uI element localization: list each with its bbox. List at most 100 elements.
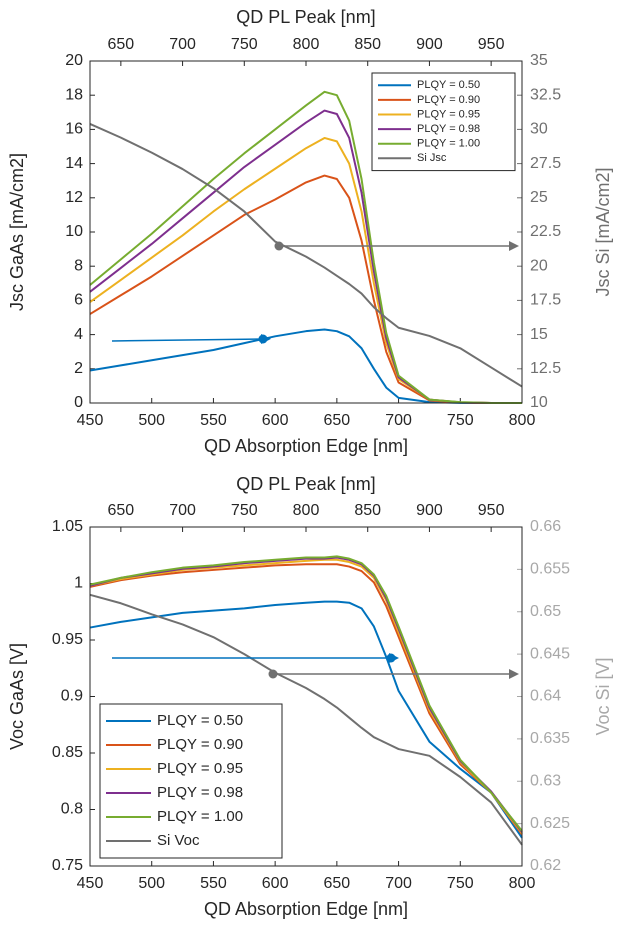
x-tick-label: 600 (262, 412, 289, 429)
x-tick-label: 750 (447, 412, 474, 429)
legend-label: PLQY = 0.90 (417, 94, 480, 106)
legend-label: PLQY = 0.95 (417, 108, 480, 120)
x-axis-title: QD Absorption Edge [nm] (204, 436, 408, 456)
y2-tick-label: 15 (530, 326, 548, 343)
series-line (89, 90, 522, 404)
y-tick-label: 8 (74, 257, 83, 274)
y2-tick-label: 10 (530, 394, 548, 411)
y2-tick-label: 22.5 (530, 223, 561, 240)
axes-frame (89, 60, 523, 404)
y2-tick-label: 30 (530, 121, 548, 138)
x-tick-label: 500 (138, 412, 165, 429)
x2-tick-label: 800 (293, 36, 320, 53)
axes-frame (89, 526, 523, 867)
x2-tick-label: 700 (169, 36, 196, 53)
x-tick-label: 650 (324, 875, 351, 892)
series-line (89, 123, 523, 388)
y2-tick-label: 0.635 (530, 730, 570, 747)
legend-label: PLQY = 0.50 (417, 79, 480, 91)
x-tick-label: 800 (509, 412, 536, 429)
x-tick-label: 550 (200, 875, 227, 892)
legend-box (371, 72, 516, 172)
y-tick-label: 18 (65, 86, 83, 103)
series-line (89, 328, 522, 404)
y-tick-label: 2 (74, 360, 83, 377)
x2-tick-label: 900 (416, 502, 443, 519)
x2-tick-label: 700 (169, 502, 196, 519)
x-tick-label: 700 (385, 412, 412, 429)
y2-tick-label: 17.5 (530, 292, 561, 309)
y-tick-label: 1.05 (52, 518, 83, 535)
x2-tick-label: 850 (354, 502, 381, 519)
series-line (89, 555, 523, 832)
legend-label: PLQY = 0.50 (157, 712, 243, 729)
series-line (89, 600, 523, 839)
legend-label: PLQY = 0.98 (417, 123, 480, 135)
x2-tick-label: 750 (231, 36, 258, 53)
x-tick-label: 450 (77, 875, 104, 892)
legend-label: PLQY = 1.00 (157, 808, 243, 825)
y-tick-label: 14 (65, 155, 83, 172)
arrow (111, 334, 271, 345)
y2-tick-label: 35 (530, 52, 548, 69)
legend-label: PLQY = 0.90 (157, 736, 243, 753)
legend-label: Si Voc (157, 832, 200, 849)
x-tick-label: 700 (385, 875, 412, 892)
legend-label: PLQY = 1.00 (417, 138, 480, 150)
marker (268, 669, 278, 679)
y-tick-label: 0.8 (61, 801, 83, 818)
x2-tick-label: 900 (416, 36, 443, 53)
y-tick-label: 1 (74, 575, 83, 592)
x2-tick-label: 650 (108, 36, 135, 53)
legend: PLQY = 0.50 PLQY = 0.90 PLQY = 0.95 PLQY = … (371, 72, 516, 172)
series-line (89, 593, 523, 846)
y-tick-label: 0.9 (61, 688, 83, 705)
y2-tick-label: 0.64 (530, 688, 561, 705)
y-tick-label: 10 (65, 223, 83, 240)
legend-label: PLQY = 0.98 (157, 784, 243, 801)
x-tick-label: 500 (138, 875, 165, 892)
y-tick-label: 0.95 (52, 631, 83, 648)
y2-tick-label: 0.625 (530, 815, 570, 832)
marker (258, 334, 268, 344)
legend-box (99, 703, 283, 859)
y2-tick-label: 0.66 (530, 518, 561, 535)
series-line (89, 563, 523, 835)
y-tick-label: 0.75 (52, 857, 83, 874)
y-tick-label: 0.85 (52, 744, 83, 761)
y2-tick-label: 32.5 (530, 86, 561, 103)
y2-axis-title: Jsc Si [mA/cm2] (593, 167, 613, 296)
y2-tick-label: 0.645 (530, 645, 570, 662)
x-axis-title: QD Absorption Edge [nm] (204, 899, 408, 919)
y-tick-label: 20 (65, 52, 83, 69)
y-tick-label: 4 (74, 326, 83, 343)
x2-tick-label: 800 (293, 502, 320, 519)
y2-tick-label: 0.63 (530, 772, 561, 789)
series-line (89, 556, 523, 833)
legend-label: Si Jsc (417, 152, 447, 164)
y-tick-label: 6 (74, 292, 83, 309)
y2-tick-label: 0.62 (530, 857, 561, 874)
y2-tick-label: 12.5 (530, 360, 561, 377)
x2-tick-label: 750 (231, 502, 258, 519)
y2-axis-title: Voc Si [V] (593, 657, 613, 735)
y-axis-title: Voc GaAs [V] (7, 643, 27, 750)
y2-tick-label: 0.655 (530, 561, 570, 578)
x2-axis-title: QD PL Peak [nm] (236, 7, 375, 27)
legend-label: PLQY = 0.95 (157, 760, 243, 777)
x-tick-label: 550 (200, 412, 227, 429)
plots: 450 500 550 600 650 700 750 800 650 700 750 800 850 9… (7, 7, 613, 919)
x2-tick-label: 650 (108, 502, 135, 519)
y2-tick-label: 0.65 (530, 603, 561, 620)
y-tick-label: 16 (65, 121, 83, 138)
x-tick-label: 600 (262, 875, 289, 892)
x2-tick-label: 850 (354, 36, 381, 53)
x2-tick-label: 950 (478, 502, 505, 519)
x-tick-label: 650 (324, 412, 351, 429)
x-tick-label: 800 (509, 875, 536, 892)
y2-tick-label: 25 (530, 189, 548, 206)
legend: PLQY = 0.50 PLQY = 0.90 PLQY = 0.95 PLQY = … (99, 703, 283, 859)
marker (274, 241, 284, 251)
x2-tick-label: 950 (478, 36, 505, 53)
